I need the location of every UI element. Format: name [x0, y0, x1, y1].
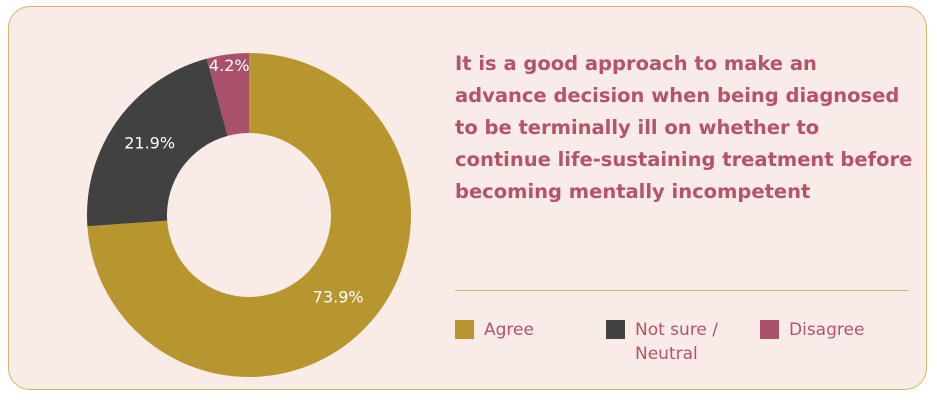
legend-swatch [455, 320, 474, 339]
legend-item: Not sure / Neutral [606, 318, 725, 366]
slice [87, 53, 412, 377]
slice-label: 21.9% [124, 134, 175, 153]
legend-label: Disagree [789, 320, 865, 340]
legend-label: Agree [484, 320, 534, 340]
slice [206, 53, 249, 136]
legend-swatch [606, 320, 625, 339]
slice-label: 73.9% [313, 288, 364, 307]
chart-title: It is a good approach to make an advance… [455, 52, 913, 203]
legend-item: Agree [455, 318, 534, 342]
legend-item: Disagree [760, 318, 864, 342]
divider [455, 290, 908, 291]
slice [86, 58, 228, 227]
slice-label: 4.2% [209, 56, 250, 75]
legend-label: Not sure / Neutral [635, 320, 719, 364]
legend-swatch [760, 320, 779, 339]
